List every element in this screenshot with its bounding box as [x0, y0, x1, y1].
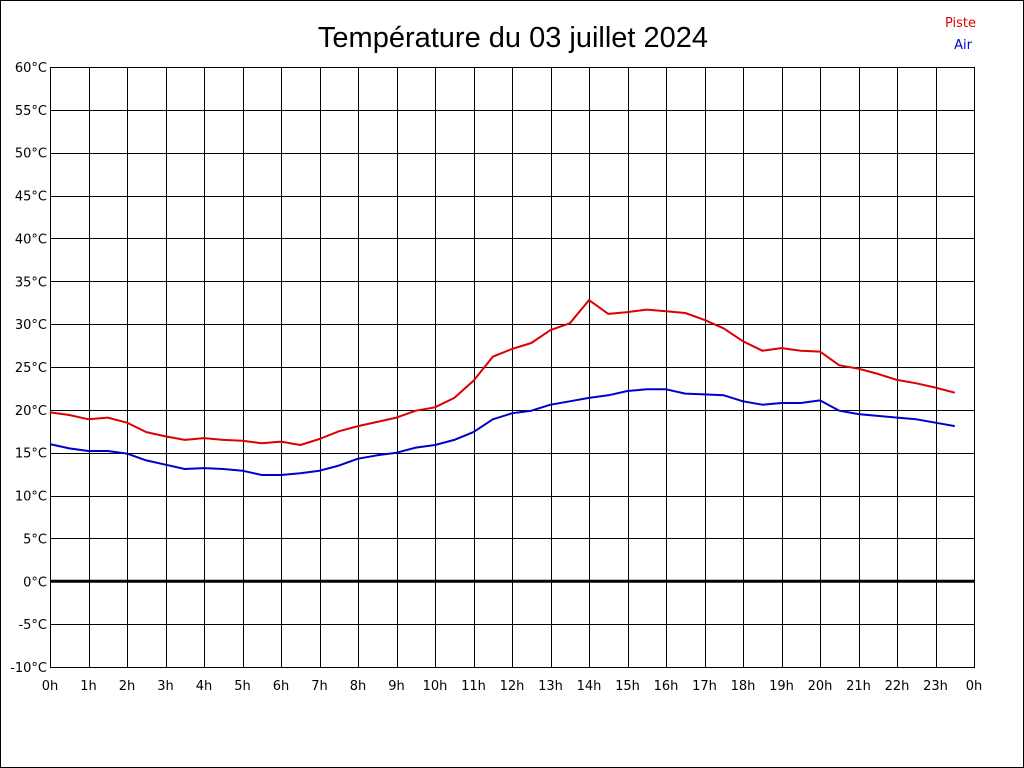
y-tick-label: 40°C: [15, 232, 47, 247]
x-tick-label: 7h: [311, 679, 328, 694]
x-tick-label: 14h: [577, 679, 602, 694]
x-tick-label: 0h: [42, 679, 59, 694]
x-tick-label: 22h: [885, 679, 910, 694]
legend-entry-piste: Piste: [945, 16, 976, 31]
y-tick-label: 60°C: [15, 61, 47, 76]
x-tick-label: 4h: [196, 679, 213, 694]
y-tick-label: 25°C: [15, 361, 47, 376]
x-tick-label: 11h: [461, 679, 486, 694]
x-tick-label: 12h: [500, 679, 525, 694]
chart-title: Température du 03 juillet 2024: [318, 22, 708, 54]
plot-border: [50, 67, 975, 668]
chart-grid: [50, 67, 975, 668]
y-tick-label: 0°C: [23, 575, 47, 590]
y-tick-label: -10°C: [10, 661, 47, 676]
y-tick-label: 15°C: [15, 447, 47, 462]
y-axis-ticks: 60°C 55°C 50°C 45°C 40°C 35°C 30°C 25°C 20°C 15°C…: [10, 61, 47, 676]
x-tick-label: 19h: [769, 679, 794, 694]
legend-entry-air: Air: [954, 38, 973, 53]
x-axis-ticks: 0h 1h 2h 3h 4h 5h 6h 7h 8h 9h 10h 11h 12h 13h 14h 15h 16…: [42, 679, 983, 694]
legend: Piste Air: [945, 16, 976, 53]
x-tick-label: 3h: [157, 679, 174, 694]
x-tick-label: 16h: [654, 679, 679, 694]
y-tick-label: 35°C: [15, 275, 47, 290]
series-line-piste: [49, 299, 956, 446]
y-tick-label: -5°C: [18, 618, 47, 633]
x-tick-label: 17h: [692, 679, 717, 694]
x-tick-label: 2h: [119, 679, 136, 694]
y-tick-label: 30°C: [15, 318, 47, 333]
x-tick-label: 13h: [538, 679, 563, 694]
x-tick-label: 5h: [234, 679, 251, 694]
x-tick-label: 6h: [273, 679, 290, 694]
x-tick-label: 23h: [923, 679, 948, 694]
y-tick-label: 45°C: [15, 190, 47, 205]
x-tick-label: 15h: [615, 679, 640, 694]
x-tick-label: 10h: [423, 679, 448, 694]
y-tick-label: 10°C: [15, 490, 47, 505]
y-tick-label: 20°C: [15, 404, 47, 419]
series-lines: [49, 299, 956, 476]
x-tick-label: 21h: [846, 679, 871, 694]
y-tick-label: 50°C: [15, 147, 47, 162]
y-tick-label: 5°C: [23, 532, 47, 547]
y-tick-label: 55°C: [15, 104, 47, 119]
x-tick-label: 9h: [388, 679, 405, 694]
x-tick-label: 18h: [731, 679, 756, 694]
series-line-air: [49, 388, 955, 476]
x-tick-label: 20h: [808, 679, 833, 694]
x-tick-label: 0h: [966, 679, 983, 694]
x-tick-label: 8h: [350, 679, 367, 694]
x-tick-label: 1h: [80, 679, 97, 694]
